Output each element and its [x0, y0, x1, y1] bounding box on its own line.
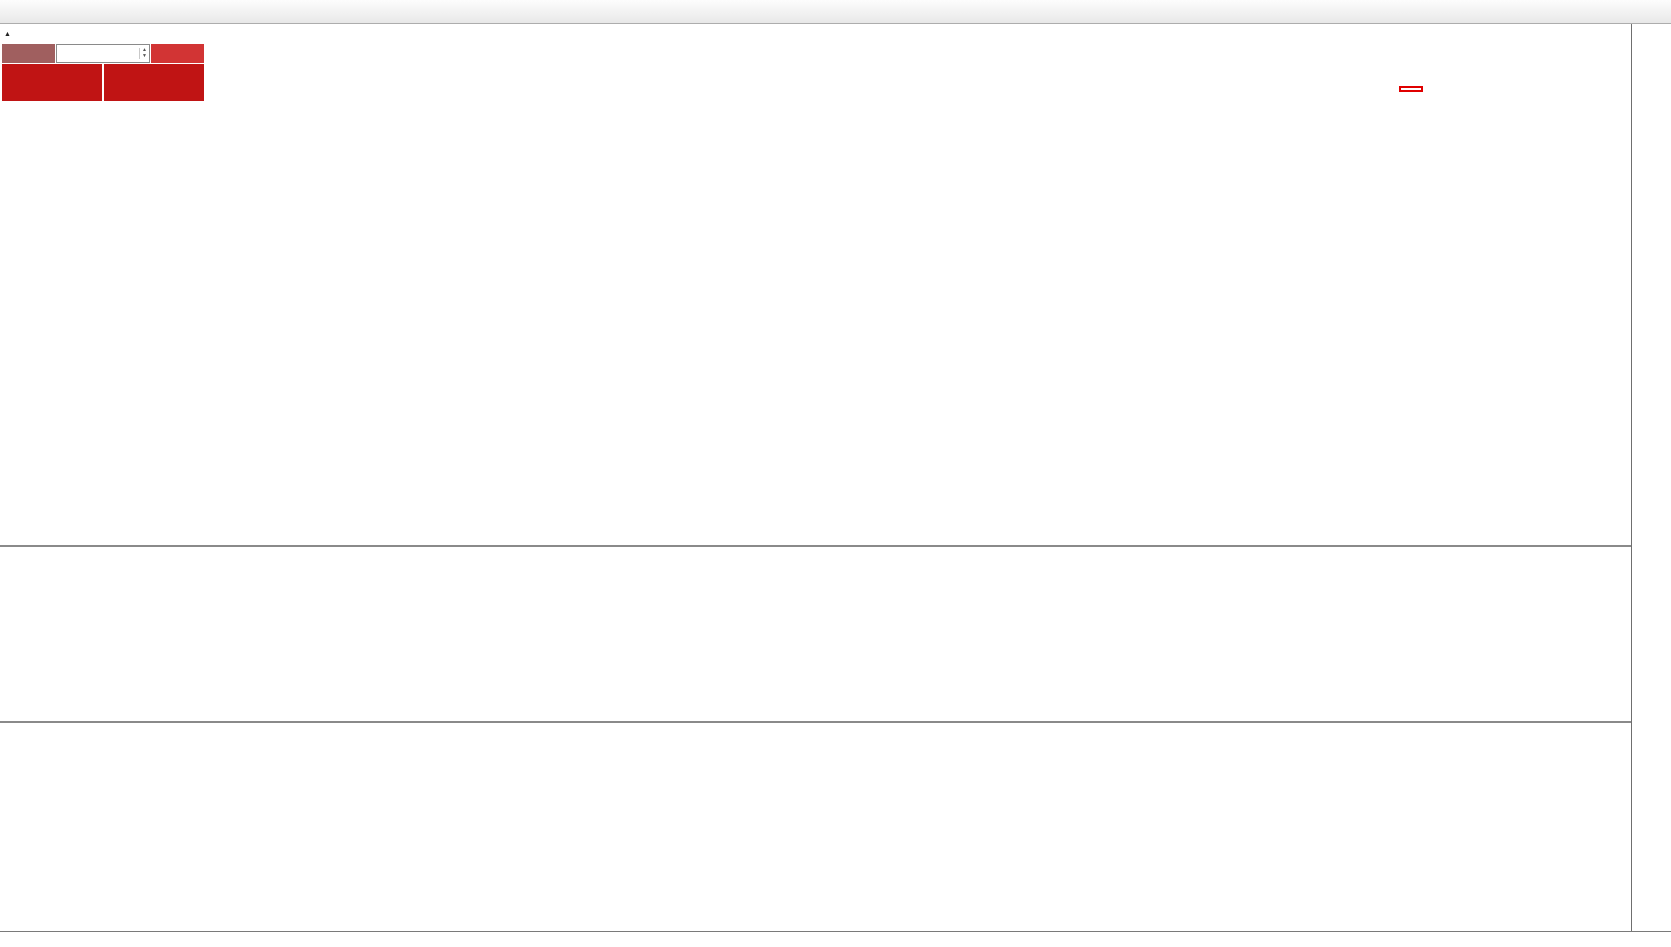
one-click-collapse-arrow-icon[interactable]: ▲ [4, 31, 11, 38]
macd-panel-plot[interactable] [0, 547, 1631, 723]
buy-button[interactable] [151, 44, 204, 63]
rsi-indicator-label [5, 727, 10, 738]
price-callout-label [1399, 86, 1423, 92]
time-axis[interactable] [0, 931, 1671, 947]
buy-price-box[interactable] [104, 64, 204, 101]
panel-separator[interactable] [0, 721, 1671, 723]
volume-field[interactable]: ▲ ▼ [56, 44, 150, 63]
macd-indicator-label [5, 551, 15, 562]
price-axis[interactable] [1631, 24, 1671, 931]
sell-price-box[interactable] [2, 64, 102, 101]
toolbar [0, 0, 1671, 24]
volume-spinner[interactable]: ▲ ▼ [139, 47, 149, 59]
one-click-trading-panel: ▲ ▼ [2, 44, 204, 101]
sell-button[interactable] [2, 44, 55, 63]
spin-up-icon[interactable]: ▲ [142, 47, 147, 53]
rsi-panel-plot[interactable] [0, 723, 1631, 931]
spin-down-icon[interactable]: ▼ [142, 52, 147, 59]
main-chart-plot[interactable] [0, 24, 1631, 547]
chart-header [15, 29, 35, 40]
panel-separator[interactable] [0, 545, 1671, 547]
